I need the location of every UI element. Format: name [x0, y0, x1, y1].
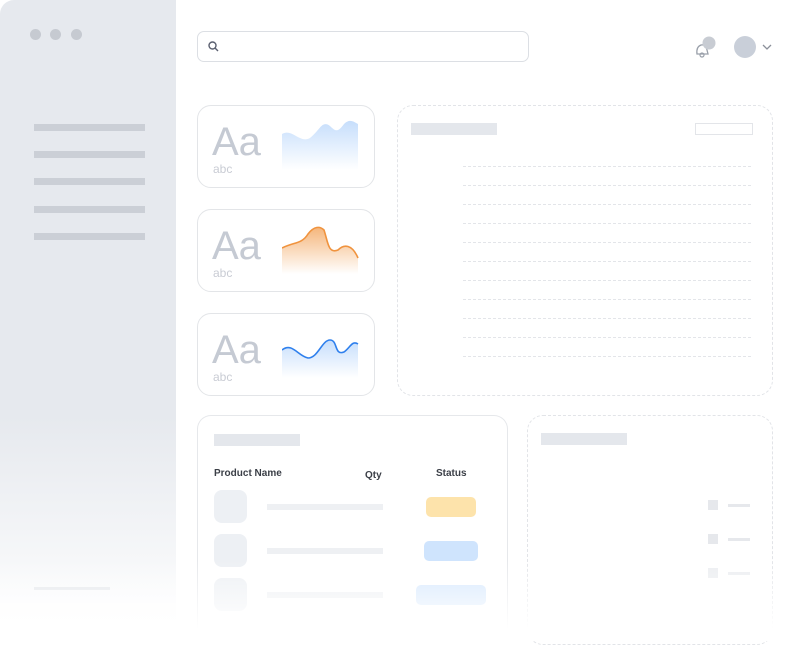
card-subtitle: abc — [213, 370, 233, 384]
legend-label — [728, 538, 750, 541]
sparkline-chart — [282, 226, 359, 274]
bottom-fade — [0, 560, 808, 641]
column-header-qty[interactable]: Qty — [365, 470, 382, 481]
window-maximize-button[interactable] — [71, 29, 82, 40]
legend-swatch — [708, 534, 718, 544]
sidebar-item[interactable] — [34, 233, 145, 240]
font-card[interactable]: Aa abc — [197, 313, 375, 396]
status-badge — [424, 541, 478, 561]
table-title-placeholder — [214, 434, 300, 446]
legend-label — [728, 504, 750, 507]
product-thumbnail — [214, 490, 247, 523]
search-icon — [208, 41, 219, 52]
chevron-down-icon[interactable] — [762, 44, 772, 51]
window-minimize-button[interactable] — [50, 29, 61, 40]
card-title: Aa — [212, 120, 261, 164]
sidebar-item[interactable] — [34, 206, 145, 213]
column-header-product[interactable]: Product Name — [214, 468, 282, 479]
panel-title-placeholder — [411, 123, 497, 135]
card-subtitle: abc — [213, 266, 233, 280]
sidebar-item[interactable] — [34, 151, 145, 158]
panel-filter-button[interactable] — [695, 123, 753, 135]
row-placeholder — [267, 548, 383, 554]
sparkline-chart — [282, 120, 358, 170]
card-subtitle: abc — [213, 162, 233, 176]
status-badge — [426, 497, 476, 517]
avatar[interactable] — [734, 36, 756, 58]
sidebar — [0, 0, 176, 641]
sidebar-item[interactable] — [34, 124, 145, 131]
sparkline-chart — [282, 339, 359, 378]
card-title: Aa — [212, 328, 261, 372]
font-card[interactable]: Aa abc — [197, 105, 375, 188]
column-header-status[interactable]: Status — [436, 468, 467, 479]
font-card[interactable]: Aa abc — [197, 209, 375, 292]
sidebar-item[interactable] — [34, 178, 145, 185]
window-close-button[interactable] — [30, 29, 41, 40]
legend-swatch — [708, 500, 718, 510]
card-title: Aa — [212, 224, 261, 268]
bell-icon[interactable] — [692, 35, 718, 61]
panel-title-placeholder — [541, 433, 627, 445]
search-input[interactable] — [197, 31, 529, 62]
chart-panel — [397, 105, 773, 396]
row-placeholder — [267, 504, 383, 510]
